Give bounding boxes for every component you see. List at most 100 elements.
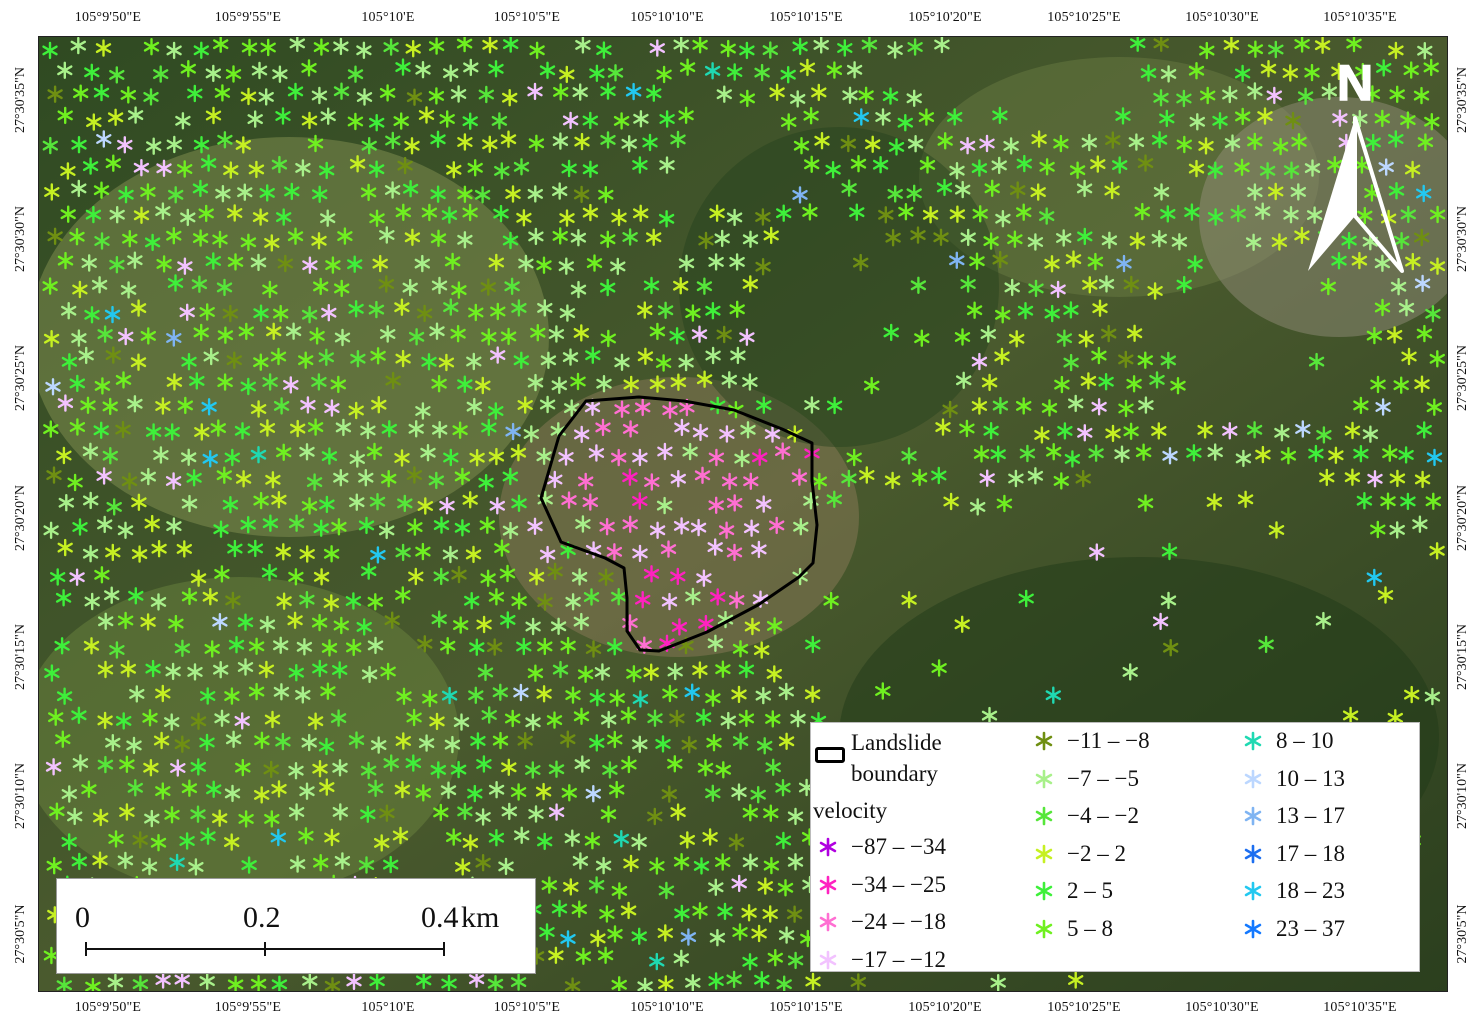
velocity-point-marker: [516, 637, 532, 656]
velocity-point-marker: [276, 592, 292, 610]
velocity-point-marker: [1039, 158, 1055, 176]
asterisk-marker-icon: [1033, 918, 1055, 940]
velocity-point-marker: [205, 64, 222, 83]
velocity-point-marker: [462, 834, 479, 852]
velocity-point-marker: [143, 88, 159, 106]
velocity-point-marker: [656, 65, 672, 84]
velocity-point-marker: [108, 830, 124, 848]
velocity-point-marker: [814, 131, 830, 150]
velocity-point-marker: [956, 371, 972, 389]
velocity-point-marker: [177, 396, 194, 415]
velocity-point-marker: [323, 594, 339, 612]
velocity-point-marker: [127, 395, 143, 413]
velocity-point-marker: [573, 707, 590, 725]
velocity-point-marker: [635, 591, 651, 609]
velocity-point-marker: [1234, 64, 1251, 83]
velocity-point-marker: [408, 328, 425, 346]
velocity-point-marker: [846, 61, 863, 79]
velocity-point-marker: [537, 299, 553, 317]
velocity-point-marker: [167, 186, 184, 204]
velocity-point-marker: [670, 803, 686, 821]
velocity-point-marker: [1147, 282, 1163, 300]
velocity-point-marker: [481, 706, 497, 724]
velocity-point-marker: [420, 444, 436, 462]
velocity-point-marker: [321, 447, 338, 465]
velocity-point-marker: [1413, 228, 1430, 247]
velocity-point-marker: [93, 181, 110, 199]
velocity-point-marker: [529, 41, 545, 60]
velocity-point-marker: [1304, 63, 1320, 82]
velocity-point-marker: [715, 761, 731, 779]
velocity-point-marker: [150, 834, 167, 852]
velocity-point-marker: [1160, 351, 1177, 370]
velocity-point-marker: [395, 586, 411, 604]
velocity-point-marker: [738, 660, 755, 679]
asterisk-marker-icon: [1242, 880, 1264, 902]
velocity-point-marker: [757, 877, 773, 895]
velocity-point-marker: [611, 208, 627, 227]
velocity-point-marker: [442, 545, 459, 564]
velocity-point-marker: [1129, 37, 1146, 52]
lon-label-bottom: 105°10'15"E: [769, 1000, 843, 1015]
velocity-point-marker: [667, 662, 683, 681]
velocity-point-marker: [698, 231, 714, 250]
velocity-point-marker: [937, 132, 953, 150]
velocity-point-marker: [80, 396, 96, 414]
velocity-point-marker: [585, 346, 601, 364]
lon-label-top: 105°10'10"E: [630, 10, 704, 25]
velocity-point-marker: [1016, 203, 1032, 221]
velocity-point-marker: [1129, 232, 1146, 250]
velocity-point-marker: [826, 61, 843, 79]
velocity-point-marker: [492, 683, 508, 701]
velocity-point-marker: [250, 400, 267, 418]
velocity-point-marker: [406, 466, 423, 484]
velocity-point-marker: [356, 41, 372, 60]
velocity-point-marker: [165, 472, 182, 490]
velocity-point-marker: [150, 593, 167, 611]
velocity-point-marker: [468, 303, 484, 322]
velocity-point-marker: [60, 205, 76, 223]
velocity-point-marker: [1122, 663, 1138, 681]
velocity-point-marker: [1064, 450, 1081, 468]
velocity-point-marker: [502, 231, 519, 250]
velocity-point-marker: [289, 855, 306, 873]
velocity-point-marker: [177, 257, 193, 275]
velocity-point-marker: [493, 204, 509, 223]
velocity-point-marker: [312, 760, 328, 778]
velocity-point-marker: [367, 779, 384, 797]
velocity-point-marker: [1171, 233, 1188, 251]
velocity-point-marker: [791, 468, 808, 486]
velocity-point-marker: [1105, 424, 1121, 443]
velocity-point-marker: [105, 346, 122, 364]
velocity-point-marker: [754, 971, 770, 989]
velocity-point-marker: [959, 136, 976, 155]
velocity-point-marker: [488, 402, 504, 420]
velocity-point-marker: [859, 466, 875, 484]
velocity-point-marker: [235, 758, 251, 777]
velocity-point-marker: [719, 425, 735, 443]
velocity-point-marker: [333, 616, 349, 635]
velocity-point-marker: [119, 755, 135, 773]
velocity-point-marker: [481, 418, 497, 437]
velocity-point-marker: [510, 444, 527, 462]
lon-label-top: 105°9'50"E: [74, 10, 142, 25]
velocity-point-marker: [284, 182, 300, 201]
velocity-point-marker: [1162, 639, 1179, 657]
velocity-point-marker: [408, 420, 424, 438]
velocity-point-marker: [358, 516, 375, 535]
velocity-point-marker: [415, 402, 431, 420]
velocity-point-marker: [1306, 206, 1323, 224]
landslide-boundary-polygon[interactable]: [539, 395, 819, 653]
velocity-point-marker: [589, 64, 605, 82]
velocity-point-marker: [1388, 41, 1404, 60]
velocity-point-marker: [253, 353, 269, 371]
velocity-point-marker: [368, 300, 385, 319]
velocity-point-marker: [728, 833, 745, 851]
velocity-point-marker: [117, 327, 134, 346]
velocity-point-marker: [397, 156, 413, 175]
velocity-point-marker: [299, 591, 315, 609]
velocity-point-marker: [96, 467, 112, 485]
velocity-point-marker: [552, 182, 568, 200]
velocity-point-marker: [394, 780, 411, 799]
velocity-point-marker: [1378, 158, 1394, 176]
